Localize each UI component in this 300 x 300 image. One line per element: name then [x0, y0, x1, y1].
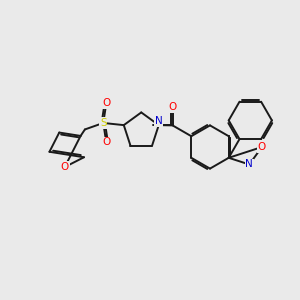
Text: N: N — [155, 116, 163, 126]
Text: O: O — [102, 98, 110, 109]
Text: N: N — [245, 160, 253, 170]
Text: S: S — [100, 118, 106, 128]
Text: O: O — [61, 162, 69, 172]
Text: O: O — [258, 142, 266, 152]
Text: O: O — [102, 137, 110, 148]
Text: O: O — [169, 102, 177, 112]
